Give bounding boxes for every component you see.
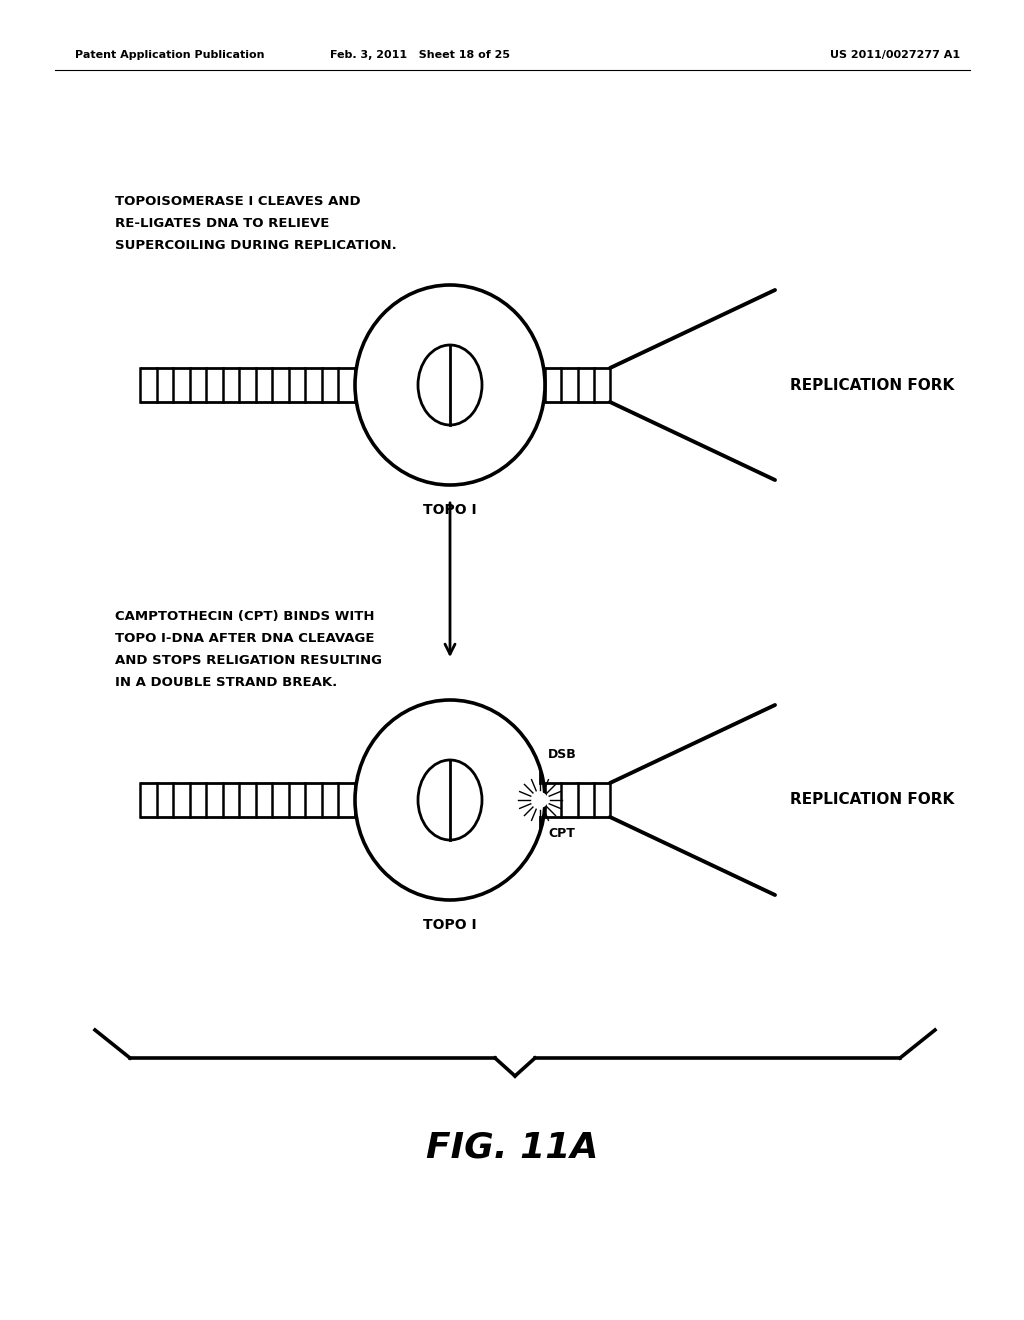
Ellipse shape bbox=[355, 700, 545, 900]
Text: TOPO I: TOPO I bbox=[423, 917, 477, 932]
Text: TOPO I: TOPO I bbox=[423, 503, 477, 517]
Ellipse shape bbox=[355, 285, 545, 484]
Text: CAMPTOTHECIN (CPT) BINDS WITH: CAMPTOTHECIN (CPT) BINDS WITH bbox=[115, 610, 375, 623]
Text: SUPERCOILING DURING REPLICATION.: SUPERCOILING DURING REPLICATION. bbox=[115, 239, 396, 252]
Circle shape bbox=[532, 792, 548, 808]
Text: TOPOISOMERASE I CLEAVES AND: TOPOISOMERASE I CLEAVES AND bbox=[115, 195, 360, 209]
Text: TOPO I-DNA AFTER DNA CLEAVAGE: TOPO I-DNA AFTER DNA CLEAVAGE bbox=[115, 632, 375, 645]
Text: REPLICATION FORK: REPLICATION FORK bbox=[790, 378, 954, 392]
Text: IN A DOUBLE STRAND BREAK.: IN A DOUBLE STRAND BREAK. bbox=[115, 676, 337, 689]
Text: Patent Application Publication: Patent Application Publication bbox=[75, 50, 264, 59]
Text: US 2011/0027277 A1: US 2011/0027277 A1 bbox=[829, 50, 961, 59]
Text: CPT: CPT bbox=[548, 828, 574, 840]
Text: REPLICATION FORK: REPLICATION FORK bbox=[790, 792, 954, 808]
Text: Feb. 3, 2011   Sheet 18 of 25: Feb. 3, 2011 Sheet 18 of 25 bbox=[330, 50, 510, 59]
Text: AND STOPS RELIGATION RESULTING: AND STOPS RELIGATION RESULTING bbox=[115, 653, 382, 667]
Text: FIG. 11A: FIG. 11A bbox=[426, 1131, 598, 1166]
Text: DSB: DSB bbox=[548, 748, 577, 762]
Text: RE-LIGATES DNA TO RELIEVE: RE-LIGATES DNA TO RELIEVE bbox=[115, 216, 330, 230]
